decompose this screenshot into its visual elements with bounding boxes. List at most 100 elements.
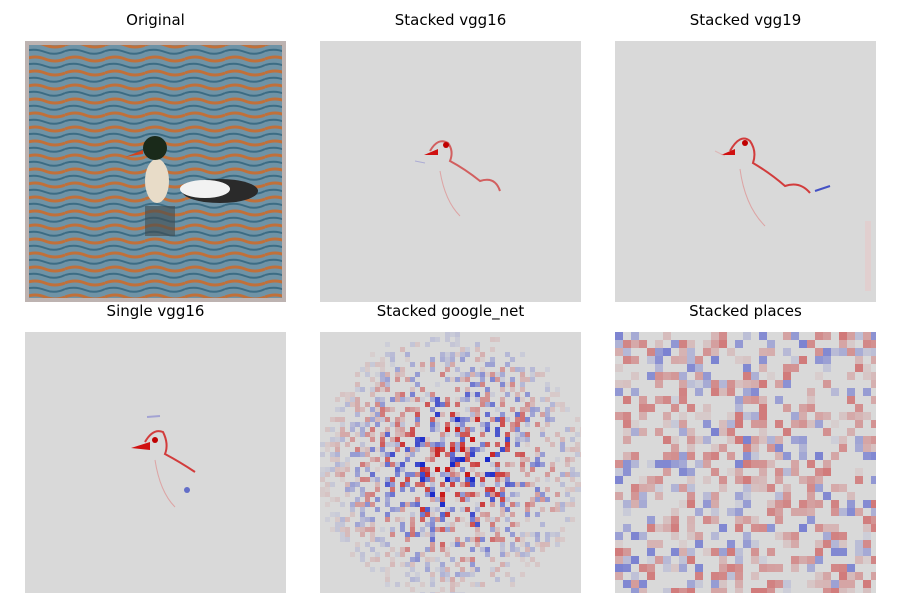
noise-cell [420,397,425,402]
noise-cell [647,572,655,580]
noise-cell [360,487,365,492]
noise-cell [647,460,655,468]
noise-cell [751,484,759,492]
noise-cell [535,372,540,377]
noise-cell [775,492,783,500]
noise-cell [455,332,460,337]
saliency-map-image [714,137,871,291]
noise-cell [671,588,679,593]
noise-cell [615,572,623,580]
noise-cell [863,436,871,444]
noise-cell [430,577,435,582]
noise-cell [815,476,823,484]
noise-cell [430,572,435,577]
noise-cell [480,532,485,537]
noise-cell [365,432,370,437]
noise-cell [415,497,420,502]
noise-cell [385,442,390,447]
noise-cell [450,342,455,347]
noise-cell [340,472,345,477]
noise-cell [475,347,480,352]
noise-cell [450,442,455,447]
noise-cell [465,407,470,412]
noise-cell [460,467,465,472]
noise-cell [440,542,445,547]
noise-cell [395,427,400,432]
noise-cell [365,527,370,532]
noise-cell [440,512,445,517]
noise-cell [791,356,799,364]
noise-cell [495,432,500,437]
noise-cell [695,580,703,588]
noise-cell [623,452,631,460]
noise-cell [380,357,385,362]
noise-cell [405,407,410,412]
noise-cell [410,427,415,432]
noise-cell [405,357,410,362]
noise-cell [365,452,370,457]
noise-cell [455,572,460,577]
noise-cell [719,588,727,593]
noise-cell [647,516,655,524]
noise-cell [465,372,470,377]
noise-cell [500,382,505,387]
noise-cell [863,348,871,356]
noise-cell [535,447,540,452]
noise-cell [565,487,570,492]
noise-cell [863,580,871,588]
noise-cell [330,527,335,532]
noise-cell [735,572,743,580]
noise-cell [530,372,535,377]
noise-cell [325,492,330,497]
noise-cell [340,427,345,432]
noise-cell [440,567,445,572]
noise-cell [460,442,465,447]
noise-cell [663,460,671,468]
noise-cell [831,436,839,444]
noise-cell [871,396,876,404]
noise-cell [855,412,863,420]
noise-cell [420,477,425,482]
noise-cell [385,577,390,582]
noise-cell [555,532,560,537]
noise-cell [639,492,647,500]
noise-cell [395,397,400,402]
noise-cell [767,436,775,444]
noise-cell [807,580,815,588]
noise-cell [380,372,385,377]
noise-cell [390,462,395,467]
noise-cell [751,548,759,556]
noise-cell [420,527,425,532]
noise-cell [425,467,430,472]
noise-cell [430,497,435,502]
noise-cell [495,517,500,522]
noise-cell [783,540,791,548]
noise-cell [735,556,743,564]
noise-cell [495,482,500,487]
noise-cell [470,452,475,457]
noise-cell [350,502,355,507]
noise-cell [450,477,455,482]
noise-cell [355,497,360,502]
noise-cell [560,442,565,447]
noise-cell [687,532,695,540]
noise-cell [420,482,425,487]
noise-cell [375,372,380,377]
noise-cell [450,457,455,462]
noise-cell [465,432,470,437]
noise-cell [415,372,420,377]
noise-cell [440,412,445,417]
saliency-map-image [615,332,876,593]
noise-cell [355,412,360,417]
noise-cell [375,477,380,482]
noise-cell [435,427,440,432]
noise-cell [863,388,871,396]
noise-cell [490,537,495,542]
noise-cell [355,477,360,482]
noise-cell [727,564,735,572]
noise-cell [565,462,570,467]
noise-cell [485,442,490,447]
noise-cell [847,508,855,516]
noise-cell [863,372,871,380]
noise-cell [475,507,480,512]
